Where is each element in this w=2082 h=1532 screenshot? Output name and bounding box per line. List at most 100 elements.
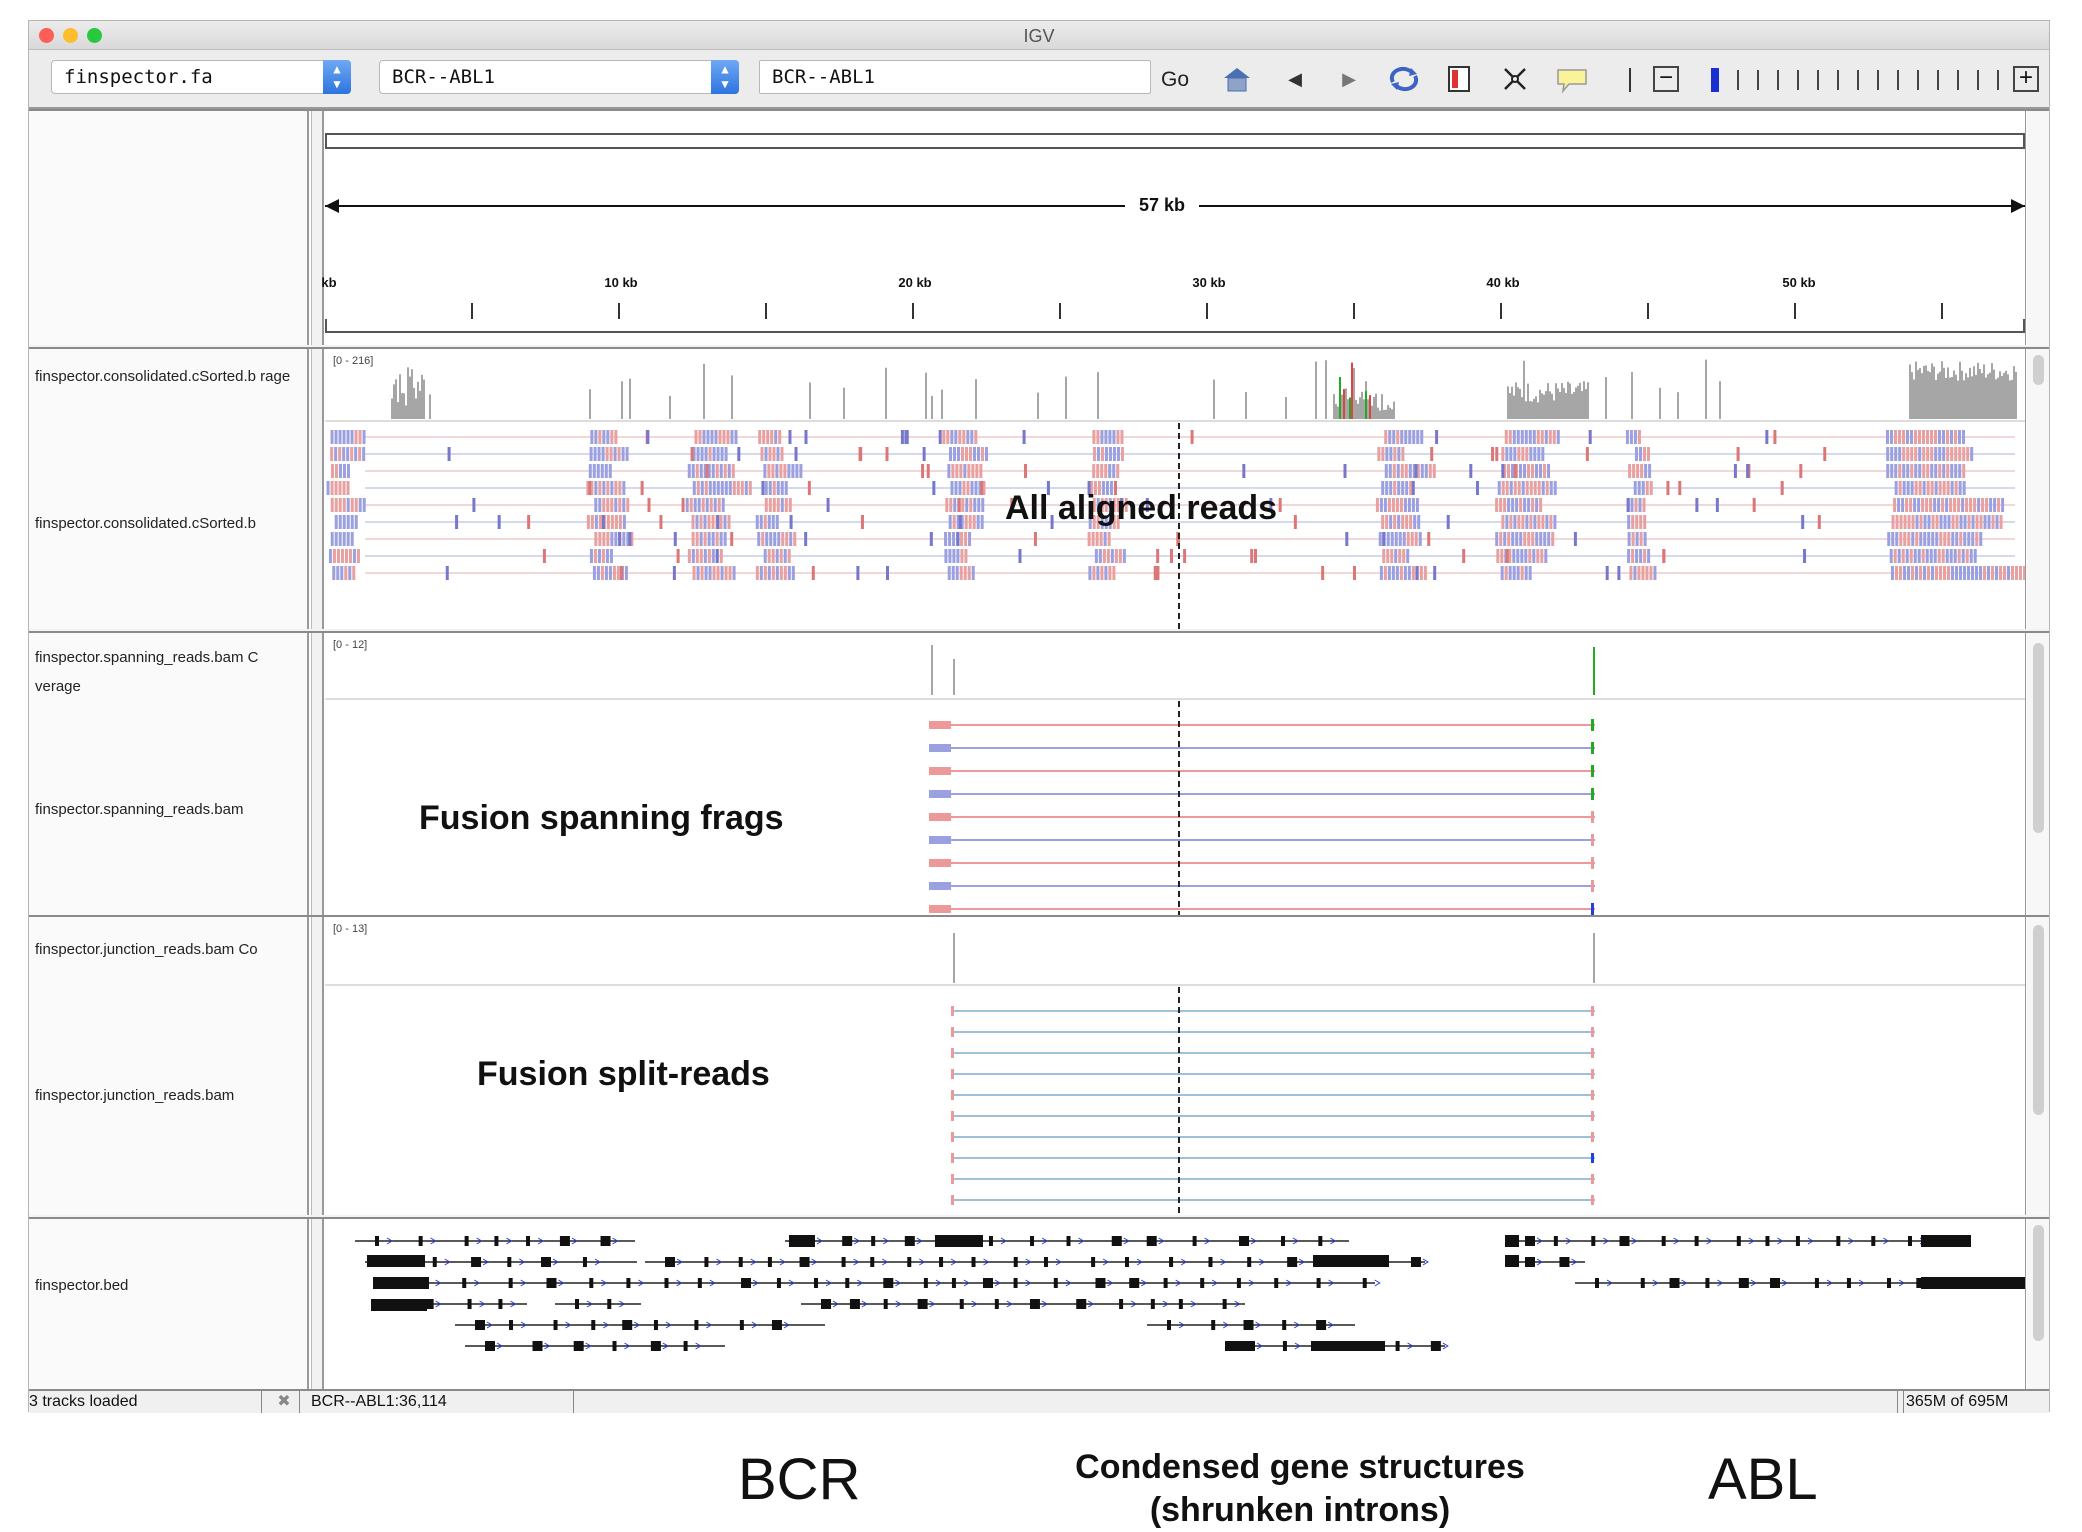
- read-segment: [1649, 566, 1653, 580]
- read-segment: [856, 566, 860, 580]
- read-segment: [694, 430, 698, 444]
- feature-track-name[interactable]: finspector.bed: [35, 1277, 129, 1294]
- read-segment: [737, 447, 741, 461]
- read-segment: [1945, 430, 1949, 444]
- coverage-bar: [1339, 376, 1341, 419]
- junction-reads-plot[interactable]: [325, 917, 2025, 1215]
- fit-window-icon[interactable]: [1499, 64, 1531, 94]
- genome-select[interactable]: finspector.fa ▲ ▼: [51, 60, 351, 94]
- coverage-track-name[interactable]: finspector.consolidated.cSorted.b rage: [35, 368, 291, 385]
- coverage-bar: [1349, 397, 1351, 419]
- scrollbar-thumb[interactable]: [2033, 1225, 2044, 1341]
- read-segment: [1108, 430, 1112, 444]
- alignment-track-name[interactable]: finspector.spanning_reads.bam: [35, 801, 244, 818]
- read-segment: [720, 481, 724, 495]
- zoom-slider[interactable]: [1697, 62, 2037, 96]
- read-segment: [776, 447, 780, 461]
- read-segment: [1942, 464, 1946, 478]
- coverage-track-name[interactable]: finspector.spanning_reads.bam C verage: [35, 649, 259, 695]
- read-segment: [759, 515, 763, 529]
- strand-arrow: [1606, 1279, 1613, 1287]
- back-icon[interactable]: ◀: [1288, 69, 1302, 89]
- data-panel-junction[interactable]: [0 - 13] Fusion split-reads: [325, 917, 2026, 1215]
- feature-data-panel[interactable]: [325, 1219, 2026, 1391]
- read-segment: [1388, 464, 1392, 478]
- read-segment: [1922, 464, 1926, 478]
- scrollbar-thumb[interactable]: [2033, 925, 2044, 1115]
- read-segment: [1094, 549, 1098, 563]
- coverage-bar: [1567, 381, 1569, 419]
- read-segment: [724, 566, 728, 580]
- all-reads-plot[interactable]: [325, 349, 2025, 629]
- zoom-window-button[interactable]: [87, 28, 102, 43]
- data-panel-spanning[interactable]: [0 - 12] Fusion spanning frags: [325, 633, 2026, 915]
- scrollbar-thumb[interactable]: [2033, 643, 2044, 833]
- read-segment: [715, 549, 719, 563]
- read-segment: [1662, 549, 1666, 563]
- read-segment: [350, 430, 354, 444]
- minimize-window-button[interactable]: [63, 28, 78, 43]
- chromosome-ideogram[interactable]: [325, 133, 2025, 149]
- read-segment: [715, 532, 719, 546]
- zoom-in-icon[interactable]: +: [2013, 66, 2039, 92]
- zoom-out-icon[interactable]: −: [1653, 66, 1679, 92]
- read-segment: [1736, 447, 1740, 461]
- refresh-icon[interactable]: [1387, 64, 1419, 94]
- read-segment: [1122, 549, 1126, 563]
- ruler-data-panel[interactable]: 57 kb kb 10 kb 20 kb 30 kb 40 kb 50 kb: [321, 111, 2026, 345]
- gene-exon: [694, 1320, 699, 1330]
- read-segment: [1413, 515, 1417, 529]
- read-segment: [811, 566, 815, 580]
- alignment-track-name[interactable]: finspector.consolidated.cSorted.b: [35, 515, 256, 532]
- read-segment: [1469, 464, 1473, 478]
- coverage-bar: [401, 393, 403, 419]
- read-segment: [1941, 430, 1945, 444]
- gene-structures-plot[interactable]: [325, 1219, 2025, 1391]
- go-button[interactable]: Go: [1161, 68, 1190, 91]
- scrollbar[interactable]: [2027, 633, 2049, 915]
- close-status-icon[interactable]: ✖: [269, 1391, 300, 1413]
- locus-input[interactable]: BCR--ABL1: [759, 60, 1151, 94]
- alignment-track-name[interactable]: finspector.junction_reads.bam: [35, 1087, 235, 1104]
- read-segment: [1630, 498, 1634, 512]
- home-icon[interactable]: [1221, 64, 1253, 94]
- read-segment: [1552, 430, 1556, 444]
- read-segment: [952, 447, 956, 461]
- gene-exon: [767, 1257, 772, 1267]
- read-segment: [604, 464, 608, 478]
- gene-exon: [1619, 1236, 1630, 1246]
- read-segment: [696, 566, 700, 580]
- attribute-panel: [311, 1219, 324, 1391]
- scrollbar-thumb[interactable]: [2033, 355, 2044, 385]
- coverage-bar: [1925, 365, 1927, 419]
- gene-exon: [739, 1320, 744, 1330]
- popup-info-icon[interactable]: [1555, 64, 1587, 94]
- read-segment: [1934, 447, 1938, 461]
- strand-arrow: [1298, 1258, 1306, 1266]
- scrollbar[interactable]: [2027, 349, 2049, 629]
- scrollbar[interactable]: [2027, 917, 2049, 1215]
- roi-icon[interactable]: [1443, 64, 1475, 94]
- scrollbar[interactable]: [2027, 1219, 2049, 1391]
- read-segment: [1394, 549, 1398, 563]
- close-window-button[interactable]: [39, 28, 54, 43]
- coverage-bar: [731, 375, 733, 419]
- coverage-bar: [403, 393, 405, 419]
- read-segment: [447, 447, 451, 461]
- coverage-track-name[interactable]: finspector.junction_reads.bam Co: [35, 941, 258, 958]
- gene-exon: [1525, 1236, 1535, 1246]
- strand-arrow: [1248, 1279, 1255, 1287]
- read-segment: [1533, 447, 1537, 461]
- read-segment: [1495, 532, 1499, 546]
- strand-arrow: [676, 1279, 683, 1287]
- read-segment: [1926, 566, 1930, 580]
- read-segment: [955, 464, 959, 478]
- gene-exon: [582, 1257, 587, 1267]
- overlay-label-spanning: Fusion spanning frags: [419, 799, 784, 837]
- read-segment: [1933, 430, 1937, 444]
- forward-icon[interactable]: ▶: [1342, 69, 1356, 89]
- spanning-reads-plot[interactable]: [325, 633, 2025, 915]
- chromosome-select[interactable]: BCR--ABL1 ▲ ▼: [379, 60, 739, 94]
- coverage-bar: [1991, 363, 1993, 419]
- data-panel-all-reads[interactable]: [0 - 216] All aligned reads: [325, 349, 2026, 629]
